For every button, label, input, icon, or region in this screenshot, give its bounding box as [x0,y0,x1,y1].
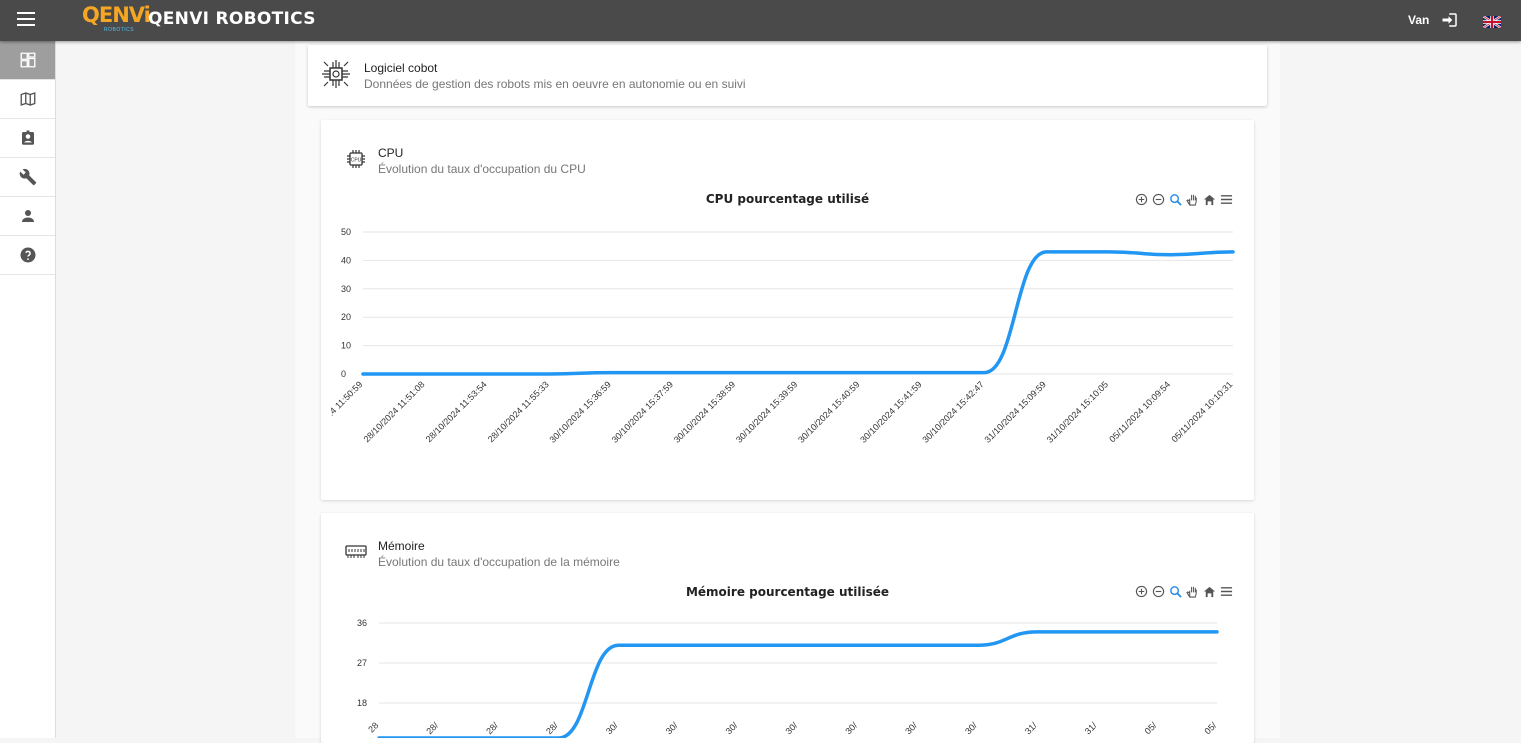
reset-home-icon[interactable] [1203,193,1216,206]
pan-hand-icon[interactable] [1186,585,1199,598]
zoom-out-icon[interactable] [1152,193,1165,206]
y-tick-label: 36 [357,618,367,628]
logout-icon[interactable] [1441,11,1459,29]
memory-chart-toolbar [1135,585,1233,598]
menu-icon[interactable] [17,12,35,28]
x-tick-label: 28/10/2024 11:51:08 [362,379,427,444]
cobot-software-card: Logiciel cobot Données de gestion des ro… [308,45,1267,106]
zoom-in-icon[interactable] [1135,193,1148,206]
sidebar-item-account[interactable] [0,197,55,236]
logo-text: QENVi [82,3,151,27]
svg-text:CPU: CPU [351,158,362,164]
memory-card-title: Mémoire [378,539,425,553]
memory-card: Mémoire Évolution du taux d'occupation d… [321,513,1254,743]
x-tick-label: 30/ [664,720,680,736]
memory-chart-title: Mémoire pourcentage utilisée [685,585,890,599]
series-line [361,250,1235,376]
sidebar-item-help[interactable] [0,236,55,275]
x-tick-label: 28/10/2024 11:53:54 [424,379,489,444]
x-tick-label: 30/ [843,720,859,736]
pan-hand-icon[interactable] [1186,193,1199,206]
zoom-out-icon[interactable] [1152,585,1165,598]
x-tick-label: 30/10/2024 15:41:59 [858,379,923,444]
x-tick-label: 30/10/2024 15:40:59 [796,379,861,444]
logo-subtext: ROBOTICS [104,27,135,33]
help-icon [20,247,35,263]
y-tick-label: 20 [341,312,351,322]
cpu-card: CPU CPU Évolution du taux d'occupation d… [321,120,1254,500]
x-tick-label: 05/11/2024 10:09:54 [1107,379,1172,444]
x-tick-label: 30/ [903,720,919,736]
sidebar-item-dashboard[interactable] [0,41,55,80]
y-tick-label: 10 [341,341,351,351]
x-tick-label: 28/10/2024 11:55:33 [486,379,551,444]
y-tick-label: 50 [341,227,351,237]
x-tick-label: 31/10/2024 15:09:59 [983,379,1048,444]
x-tick-label: 31/ [1083,720,1099,736]
person-icon [21,210,34,222]
x-tick-label: 30/10/2024 15:36:59 [548,379,613,444]
company-logo[interactable]: QENVi ROBOTICS [82,3,151,37]
sidebar-item-map[interactable] [0,80,55,119]
x-tick-label: .4 11:50:59 [326,379,364,417]
cpu-card-subtitle: Évolution du taux d'occupation du CPU [378,162,586,176]
brand-name: QENVI ROBOTICS [148,9,316,29]
x-tick-label: 31/10/2024 15:10:05 [1045,379,1110,444]
x-tick-label: 05/ [1202,720,1218,736]
card-subtitle: Données de gestion des robots mis en oeu… [364,77,746,91]
x-tick-label: 30/10/2024 15:39:59 [734,379,799,444]
x-tick-label: 30/10/2024 15:38:59 [672,379,737,444]
x-tick-label: 30/ [604,720,620,736]
y-tick-label: 27 [357,658,367,668]
memory-ram-icon [345,545,367,558]
x-tick-label: 30/ [724,720,740,736]
zoom-selection-icon[interactable] [1169,585,1182,598]
zoom-selection-icon[interactable] [1169,193,1182,206]
circuit-chip-icon [322,60,350,88]
series-line [377,630,1219,738]
sidebar-item-contacts[interactable] [0,119,55,158]
y-tick-label: 30 [341,284,351,294]
x-tick-label: 28/ [424,720,440,736]
x-tick-label: 30/ [963,720,979,736]
dashboard-icon [20,52,35,68]
x-tick-label: 05/ [1143,720,1159,736]
contact-badge-icon [21,130,34,145]
memory-line-chart: 18 27 36 28 28/28/28/30/30/30/30/30/30/30/31… [357,618,1219,738]
cpu-chart-title: CPU pourcentage utilisé [705,192,870,206]
x-tick-label: 30/ [783,720,799,736]
top-app-bar: QENVi ROBOTICS QENVI ROBOTICS Van [0,0,1521,41]
y-tick-label: 0 [341,369,346,379]
cpu-icon: CPU [347,150,365,168]
wrench-icon [19,168,36,186]
card-title: Logiciel cobot [364,61,438,75]
x-tick-label: 28/ [544,720,560,736]
y-tick-label: 18 [357,698,367,708]
x-tick-label: 28 [366,720,380,734]
x-tick-label: 05/11/2024 10:10:31 [1169,379,1234,444]
x-tick-label: 28/ [484,720,500,736]
map-icon [20,92,35,106]
x-tick-label: 30/10/2024 15:42:47 [920,379,985,444]
sidebar [0,41,56,738]
chart-menu-icon[interactable] [1220,193,1233,206]
chart-menu-icon[interactable] [1220,585,1233,598]
zoom-in-icon[interactable] [1135,585,1148,598]
reset-home-icon[interactable] [1203,585,1216,598]
memory-card-subtitle: Évolution du taux d'occupation de la mém… [378,555,620,569]
cpu-chart-toolbar [1135,193,1233,206]
y-tick-label: 40 [341,255,351,265]
uk-flag-icon[interactable] [1482,15,1502,29]
username-label[interactable]: Van [1408,13,1430,27]
x-tick-label: 30/10/2024 15:37:59 [610,379,675,444]
x-tick-label: 31/ [1023,720,1039,736]
sidebar-item-tools[interactable] [0,158,55,197]
cpu-card-title: CPU [378,146,404,160]
